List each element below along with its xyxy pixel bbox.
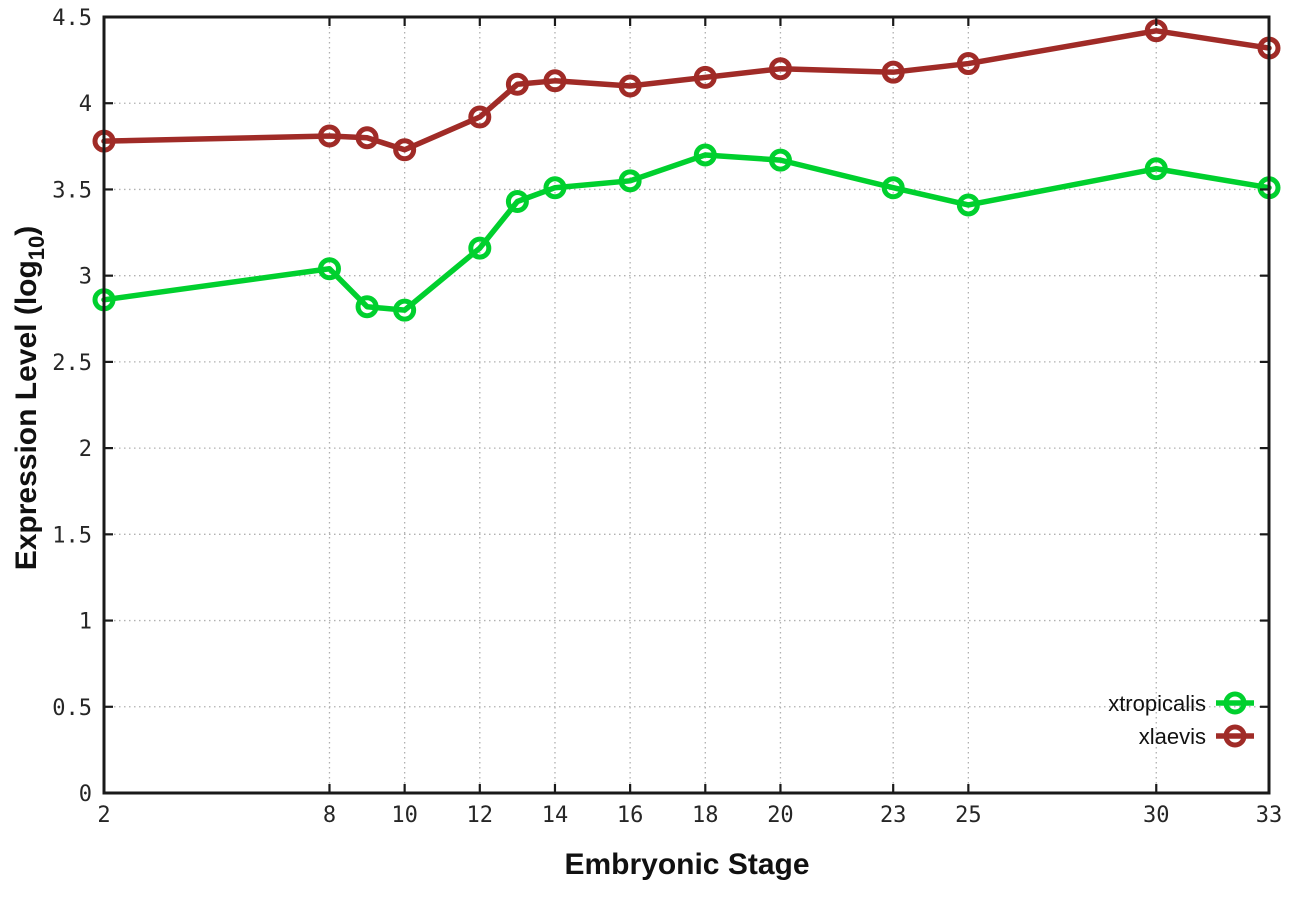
y-tick-label: 2 bbox=[79, 437, 92, 462]
legend-entry-xlaevis: xlaevis bbox=[1139, 724, 1254, 749]
series-xlaevis bbox=[92, 19, 1281, 162]
legend-label-xlaevis: xlaevis bbox=[1139, 724, 1206, 749]
x-tick-label: 10 bbox=[391, 803, 418, 828]
data-point-xtropicalis bbox=[468, 236, 492, 260]
data-point-xtropicalis bbox=[543, 176, 567, 200]
series-line-xtropicalis bbox=[101, 152, 1272, 313]
data-point-xtropicalis bbox=[881, 176, 905, 200]
legend-entry-xtropicalis: xtropicalis bbox=[1108, 691, 1254, 716]
data-point-xlaevis bbox=[505, 72, 529, 96]
data-point-xtropicalis bbox=[768, 148, 792, 172]
y-tick-label: 0 bbox=[79, 782, 92, 807]
y-tick-label: 3.5 bbox=[52, 178, 92, 203]
x-tick-label: 20 bbox=[767, 803, 794, 828]
data-point-xtropicalis bbox=[693, 143, 717, 167]
data-point-xlaevis bbox=[693, 65, 717, 89]
x-tick-label: 33 bbox=[1256, 803, 1283, 828]
legend: xtropicalis xlaevis bbox=[1108, 691, 1254, 749]
y-tick-label: 4 bbox=[79, 92, 92, 117]
data-point-xtropicalis bbox=[956, 193, 980, 217]
legend-marker-xlaevis bbox=[1223, 724, 1247, 748]
x-axis-title: Embryonic Stage bbox=[564, 848, 809, 881]
series-line-xlaevis bbox=[101, 28, 1272, 153]
x-tick-label: 12 bbox=[467, 803, 494, 828]
y-tick-label: 2.5 bbox=[52, 351, 92, 376]
y-tick-label: 1 bbox=[79, 610, 92, 635]
data-point-xlaevis bbox=[881, 60, 905, 84]
x-tick-label: 30 bbox=[1143, 803, 1170, 828]
x-tick-label: 14 bbox=[542, 803, 569, 828]
series-xtropicalis bbox=[92, 143, 1281, 322]
legend-label-xtropicalis: xtropicalis bbox=[1108, 691, 1206, 716]
x-tick-label: 23 bbox=[880, 803, 907, 828]
data-point-xlaevis bbox=[543, 69, 567, 93]
series-layer bbox=[92, 19, 1281, 322]
x-tick-label: 25 bbox=[955, 803, 982, 828]
data-point-xlaevis bbox=[393, 138, 417, 162]
y-tick-label: 3 bbox=[79, 265, 92, 290]
data-point-xlaevis bbox=[956, 52, 980, 76]
y-axis-title: Expression Level (log10) bbox=[10, 226, 49, 571]
data-point-xtropicalis bbox=[317, 257, 341, 281]
y-tick-label: 1.5 bbox=[52, 523, 92, 548]
x-tick-label: 2 bbox=[97, 803, 110, 828]
data-point-xlaevis bbox=[317, 124, 341, 148]
data-point-xlaevis bbox=[768, 57, 792, 81]
data-point-xlaevis bbox=[618, 74, 642, 98]
x-tick-label: 16 bbox=[617, 803, 644, 828]
data-point-xlaevis bbox=[355, 126, 379, 150]
plot-border bbox=[102, 15, 1271, 795]
legend-marker-xtropicalis bbox=[1223, 691, 1247, 715]
y-tick-label: 4.5 bbox=[52, 6, 92, 31]
data-point-xtropicalis bbox=[505, 190, 529, 214]
data-point-xtropicalis bbox=[393, 298, 417, 322]
data-point-xtropicalis bbox=[1144, 157, 1168, 181]
data-point-xtropicalis bbox=[355, 295, 379, 319]
x-tick-label: 18 bbox=[692, 803, 719, 828]
grid-layer bbox=[104, 17, 1269, 793]
axes-layer: 2 8 10 12 14 16 18 20 23 25 30 33 0 0.5 1 1.5 2 2.5 3 3.5 4 4… bbox=[52, 6, 1282, 828]
data-point-xlaevis bbox=[468, 105, 492, 129]
x-tick-label: 8 bbox=[323, 803, 336, 828]
data-point-xtropicalis bbox=[618, 169, 642, 193]
y-tick-label: 0.5 bbox=[52, 696, 92, 721]
